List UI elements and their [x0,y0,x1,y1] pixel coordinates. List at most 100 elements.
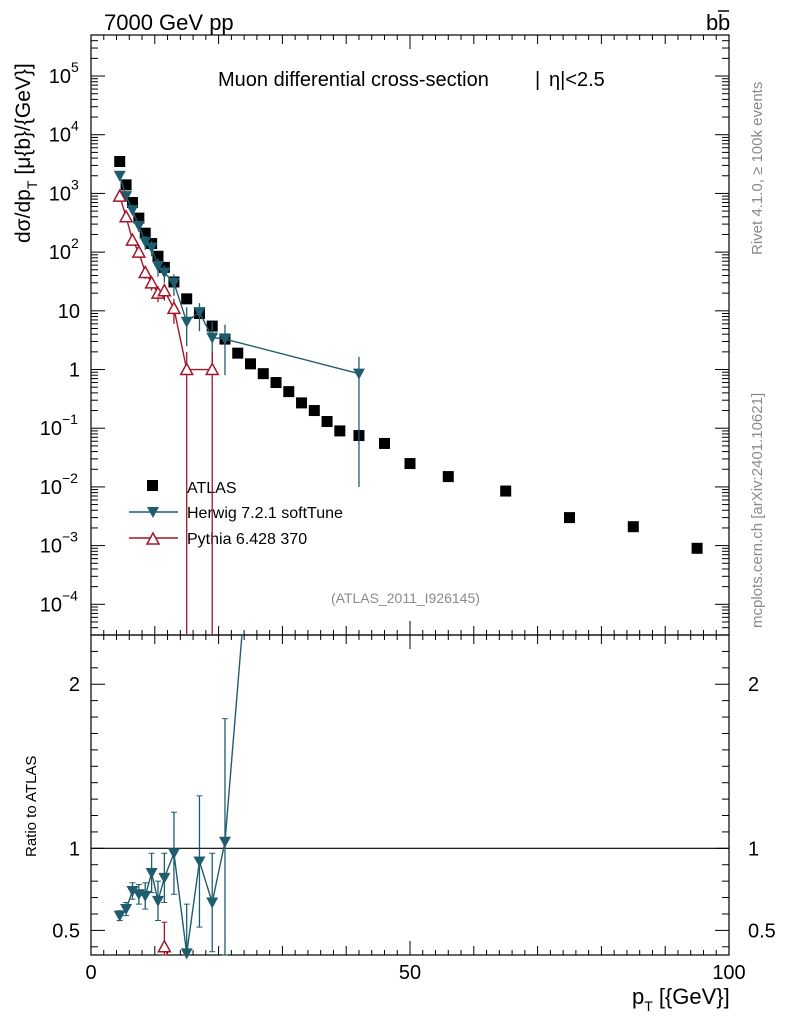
x-axis-label-sub: T [644,998,653,1014]
point-atlas [296,397,308,409]
legend: ATLAS Herwig 7.2.1 softTune Pythia 6.428… [129,480,343,548]
point-pythia-6-428-370 [131,244,147,258]
ratio-point-herwig-7-2-1-softtune [126,886,139,897]
x-tick-label: 100 [712,962,745,984]
point-herwig-7-2-1-softtune [113,170,126,182]
point-herwig-7-2-1-softtune [145,242,158,254]
rivet-version-label: Rivet 4.1.0, ≥ 100k events [749,82,766,255]
mcplots-reference-label: mcplots.cern.ch [arXiv:2401.10621] [749,393,766,628]
ratio-tick-label-right: 0.5 [748,920,776,942]
x-axis-label-main: p [632,984,644,1009]
x-axis-label: pT [{GeV}] [632,984,730,1014]
y-tick-label: 10 [40,594,62,616]
point-pythia-6-428-370 [112,188,127,202]
process-b: b [706,10,718,35]
point-pythia-6-428-370 [166,300,182,315]
y-axis-label: dσ/dpT [μ{b}/{GeV}] [12,63,40,243]
y-axis-label-main: dσ/dp [12,189,35,243]
main-series-group [112,155,703,635]
point-atlas [334,425,346,437]
point-atlas [133,212,145,224]
ratio-point-pythia-6-428-370 [157,939,172,953]
y-axis-label-sub: T [24,180,40,189]
analysis-id-label: (ATLAS_2011_I926145) [331,590,480,606]
point-atlas [270,377,282,389]
y-axis-label-unit: [μ{b}/{GeV}] [12,63,35,174]
point-atlas [308,405,320,417]
ratio-point-herwig-7-2-1-softtune [193,856,206,868]
point-herwig-7-2-1-softtune [151,261,164,273]
point-herwig-7-2-1-softtune [167,277,180,289]
point-atlas [139,227,151,239]
plot-title-eta: η|<2.5 [549,69,605,91]
point-atlas [500,485,512,497]
process-label: b b [706,10,730,35]
ratio-tick-label-left: 0.5 [52,920,80,942]
y-tick-label-exponent: −3 [62,529,78,545]
y-tick-label: 10 [58,301,80,323]
y-tick-label-exponent: 2 [71,235,79,251]
y-tick-label-exponent: −1 [62,411,78,427]
point-atlas [404,458,416,470]
ratio-point-herwig-7-2-1-softtune [120,904,133,916]
point-herwig-7-2-1-softtune [180,316,193,328]
point-atlas [152,250,164,262]
ratio-series-group [113,634,243,960]
y-tick-label-exponent: 4 [71,118,79,134]
point-atlas [257,368,269,380]
point-herwig-7-2-1-softtune [352,368,365,380]
point-atlas [442,471,454,483]
point-herwig-7-2-1-softtune [206,332,219,344]
legend-marker-herwig [147,507,159,518]
y-tick-label: 10 [40,477,62,499]
point-herwig-7-2-1-softtune [218,334,231,346]
ratio-y-axis-label: Ratio to ATLAS [23,756,40,857]
point-herwig-7-2-1-softtune [158,267,171,279]
y-tick-label-exponent: −2 [62,470,78,486]
point-herwig-7-2-1-softtune [132,220,145,232]
y-tick-label: 10 [40,536,62,558]
plot-title-eta-bar: | [535,69,540,91]
ratio-tick-label-left: 1 [69,838,80,860]
point-atlas [126,197,138,209]
plot-title: Muon differential cross-section [218,69,489,91]
ratio-point-herwig-7-2-1-softtune [151,895,164,907]
y-tick-label: 10 [49,183,71,205]
ratio-tick-label-right: 2 [748,674,759,696]
point-herwig-7-2-1-softtune [139,236,152,248]
point-pythia-6-428-370 [125,232,140,246]
ratio-y-label: Ratio to ATLAS [23,756,40,857]
point-atlas [283,386,295,398]
y-tick-label: 1 [69,360,80,382]
point-atlas [564,512,575,524]
point-atlas [120,179,132,191]
y-tick-label: 10 [49,66,71,88]
collision-label: 7000 GeV pp [104,10,234,35]
point-atlas [245,358,256,370]
point-atlas [627,521,639,533]
y-tick-label-exponent: 5 [71,59,79,75]
ratio-point-herwig-7-2-1-softtune [158,872,171,884]
point-pythia-6-428-370 [204,361,220,376]
svg-text:dσ/dpT[μ{b}/{GeV}]: dσ/dpT [μ{b}/{GeV}] [12,63,40,243]
ratio-tick-label-right: 1 [748,838,759,860]
legend-marker-atlas [147,480,158,491]
y-tick-label: 10 [40,418,62,440]
ratio-point-herwig-7-2-1-softtune [206,897,219,909]
svg-text:Rivet 4.1.0, ≥ 100k events: Rivet 4.1.0, ≥ 100k events [749,82,766,255]
y-tick-label-exponent: 3 [71,176,79,192]
process-bbar: b [718,10,730,35]
legend-label-pythia: Pythia 6.428 370 [187,531,307,548]
legend-marker-pythia [145,531,161,545]
legend-label-herwig: Herwig 7.2.1 softTune [187,505,343,522]
x-axis-label-unit: [{GeV}] [659,984,730,1009]
y-tick-label: 10 [49,242,71,264]
point-pythia-6-428-370 [118,209,134,223]
ratio-point-herwig-7-2-1-softtune [218,836,231,848]
point-herwig-7-2-1-softtune [126,205,139,217]
point-atlas [114,155,126,167]
ratio-tick-label-left: 2 [69,674,80,696]
point-atlas [181,293,193,305]
